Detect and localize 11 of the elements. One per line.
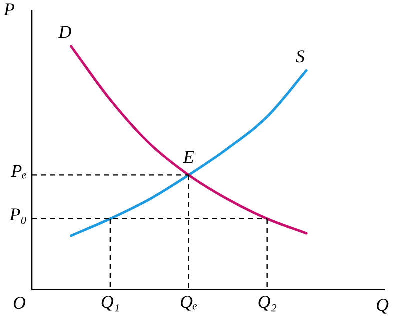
- x-tick-label: Q₂: [258, 292, 277, 312]
- ref-line-label: P₀: [8, 204, 27, 225]
- annotation: E: [182, 146, 194, 167]
- series-label: D: [58, 22, 72, 42]
- x-axis-title: Q: [376, 295, 389, 316]
- x-tick-label: Q₁: [100, 292, 120, 312]
- ref-line-label: Pₑ: [10, 160, 28, 181]
- x-tick-label: Qₑ: [180, 292, 198, 312]
- text: O: [13, 293, 26, 314]
- series-label: S: [296, 46, 306, 66]
- y-axis-title: P: [3, 0, 15, 20]
